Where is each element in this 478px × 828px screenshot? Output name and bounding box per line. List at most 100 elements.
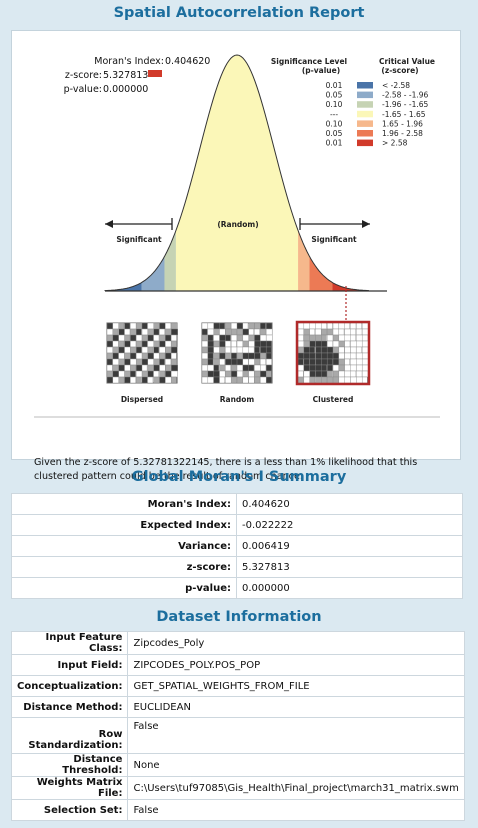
map-polygon — [265, 358, 272, 366]
map-polygon — [344, 352, 352, 360]
map-polygon — [309, 322, 317, 330]
map-polygon — [361, 346, 369, 354]
map-polygon — [297, 340, 305, 348]
map-polygon — [338, 364, 345, 372]
map-polygon — [147, 328, 154, 336]
map-polygon — [230, 376, 237, 384]
map-polygon — [219, 352, 226, 360]
map-polygon — [207, 322, 214, 330]
legend-z-range: -2.58 - -1.96 — [382, 91, 429, 100]
z-score-value: 5.327813 — [103, 70, 148, 81]
row-value: 0.006419 — [236, 535, 463, 557]
map-polygon — [159, 322, 166, 330]
map-polygon — [265, 340, 272, 348]
left-arrow-head — [105, 220, 113, 228]
map-polygon — [361, 370, 369, 378]
map-polygon — [254, 364, 261, 372]
map-polygon — [248, 358, 255, 366]
map-polygon — [242, 376, 249, 384]
map-polygon — [303, 346, 311, 354]
legend-swatch — [357, 82, 373, 89]
map-polygon — [170, 340, 177, 348]
map-polygon — [338, 340, 346, 348]
map-polygon — [321, 370, 328, 378]
map-polygon — [309, 376, 316, 384]
map-polygon — [350, 358, 358, 366]
significant-right-label: Significant — [311, 235, 357, 244]
map-polygon — [236, 340, 244, 348]
map-polygon — [326, 328, 334, 336]
map-polygon — [124, 352, 131, 360]
row-value: -0.022222 — [236, 514, 463, 536]
table-row: Distance Threshold: None — [10, 753, 465, 777]
legend-swatch — [357, 101, 373, 108]
map-polygon — [350, 340, 357, 348]
map-polygon — [326, 322, 333, 330]
legend-rows: 0.01 < -2.58 0.05 -2.58 - -1.96 0.10 -1.96 - … — [326, 81, 429, 148]
map-polygon — [350, 370, 357, 378]
map-polygon — [106, 322, 114, 330]
map-polygon — [309, 328, 316, 336]
map-polygon — [303, 334, 311, 342]
map-polygon — [106, 376, 114, 384]
map-polygon — [321, 334, 327, 342]
map-polygon — [106, 352, 114, 360]
map-polygon — [236, 364, 244, 372]
map-polygon — [170, 376, 177, 384]
map-polygon — [242, 346, 250, 354]
map-polygon — [106, 340, 114, 348]
legend-p-value: 0.01 — [326, 139, 343, 148]
map-polygon — [309, 334, 317, 342]
table-row: Moran's Index: 0.404620 — [11, 493, 463, 515]
legend-p-value: 0.05 — [326, 129, 343, 138]
map-polygon — [219, 340, 226, 348]
map-polygon — [213, 328, 221, 336]
map-polygon — [201, 370, 209, 378]
map-polygon — [130, 328, 137, 336]
map-polygon — [254, 376, 261, 384]
map-polygon — [344, 376, 351, 384]
map-polygon — [230, 352, 237, 360]
map-polygon — [165, 358, 172, 366]
map-polygon — [153, 370, 159, 378]
map-polygon — [338, 346, 345, 354]
map-polygon — [135, 340, 142, 348]
map-polygon — [225, 346, 231, 354]
map-polygon — [260, 334, 267, 342]
map-polygon — [297, 352, 305, 360]
map-polygon — [153, 328, 160, 336]
row-value: False — [127, 799, 465, 821]
row-label: Row Standardization: — [10, 717, 129, 754]
map-polygon — [315, 352, 322, 360]
map-polygon — [248, 352, 255, 360]
map-polygon — [260, 352, 266, 360]
row-label: Input Feature Class: — [10, 631, 129, 655]
map-polygon — [225, 370, 232, 378]
map-polygon — [141, 340, 148, 348]
map-polygon — [165, 364, 171, 372]
map-polygon — [242, 370, 249, 378]
map-polygon — [338, 358, 345, 366]
map-polygon — [201, 334, 208, 342]
map-polygon — [135, 322, 143, 330]
map-polygon — [297, 376, 304, 384]
map-polygon — [225, 334, 231, 342]
map-polygon — [315, 328, 322, 336]
map-polygon — [153, 364, 160, 372]
map-polygon — [225, 352, 231, 360]
map-polygon — [254, 328, 260, 336]
dataset-title: Dataset Information — [156, 609, 322, 625]
map-polygon — [265, 346, 272, 354]
map-polygon — [112, 376, 120, 384]
map-polygon — [321, 340, 328, 348]
map-polygon — [170, 322, 178, 330]
map-polygon — [141, 376, 148, 384]
map-polygon — [213, 370, 220, 378]
map-polygon — [242, 340, 250, 348]
legend-z-range: < -2.58 — [382, 81, 410, 90]
map-polygon — [297, 370, 304, 378]
table-row: Variance: 0.006419 — [11, 535, 463, 557]
map-polygon — [153, 322, 160, 330]
map-polygon — [141, 346, 148, 354]
map-polygon — [130, 370, 136, 378]
